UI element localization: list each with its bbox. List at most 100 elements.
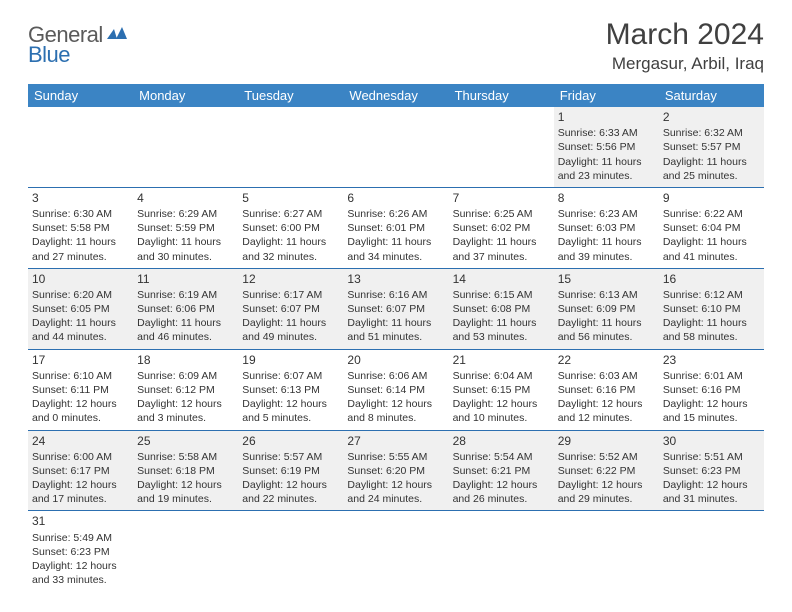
daylight-text: Daylight: 12 hours and 22 minutes. — [242, 478, 339, 506]
sunrise-text: Sunrise: 5:49 AM — [32, 531, 129, 545]
calendar-day-cell: 30Sunrise: 5:51 AMSunset: 6:23 PMDayligh… — [659, 430, 764, 511]
sunset-text: Sunset: 6:09 PM — [558, 302, 655, 316]
daylight-text: Daylight: 12 hours and 12 minutes. — [558, 397, 655, 425]
weekday-header: Wednesday — [343, 84, 448, 107]
day-number: 20 — [347, 352, 444, 368]
sunrise-text: Sunrise: 6:06 AM — [347, 369, 444, 383]
calendar-day-cell: 3Sunrise: 6:30 AMSunset: 5:58 PMDaylight… — [28, 187, 133, 268]
daylight-text: Daylight: 11 hours and 27 minutes. — [32, 235, 129, 263]
sunset-text: Sunset: 6:18 PM — [137, 464, 234, 478]
day-number: 1 — [558, 109, 655, 125]
day-number: 26 — [242, 433, 339, 449]
weekday-header: Sunday — [28, 84, 133, 107]
calendar-day-cell — [28, 107, 133, 187]
calendar-week-row: 3Sunrise: 6:30 AMSunset: 5:58 PMDaylight… — [28, 187, 764, 268]
calendar-day-cell: 22Sunrise: 6:03 AMSunset: 6:16 PMDayligh… — [554, 349, 659, 430]
sunset-text: Sunset: 6:08 PM — [453, 302, 550, 316]
calendar-day-cell — [133, 107, 238, 187]
daylight-text: Daylight: 12 hours and 3 minutes. — [137, 397, 234, 425]
day-number: 10 — [32, 271, 129, 287]
calendar-week-row: 1Sunrise: 6:33 AMSunset: 5:56 PMDaylight… — [28, 107, 764, 187]
calendar-day-cell: 19Sunrise: 6:07 AMSunset: 6:13 PMDayligh… — [238, 349, 343, 430]
header: General March 2024 Mergasur, Arbil, Iraq — [28, 18, 764, 74]
day-number: 17 — [32, 352, 129, 368]
calendar-week-row: 31Sunrise: 5:49 AMSunset: 6:23 PMDayligh… — [28, 511, 764, 591]
sunset-text: Sunset: 6:10 PM — [663, 302, 760, 316]
calendar-day-cell: 26Sunrise: 5:57 AMSunset: 6:19 PMDayligh… — [238, 430, 343, 511]
calendar-day-cell: 5Sunrise: 6:27 AMSunset: 6:00 PMDaylight… — [238, 187, 343, 268]
day-number: 30 — [663, 433, 760, 449]
daylight-text: Daylight: 11 hours and 56 minutes. — [558, 316, 655, 344]
sunset-text: Sunset: 6:01 PM — [347, 221, 444, 235]
daylight-text: Daylight: 12 hours and 15 minutes. — [663, 397, 760, 425]
sunrise-text: Sunrise: 6:26 AM — [347, 207, 444, 221]
day-number: 27 — [347, 433, 444, 449]
calendar-day-cell — [343, 107, 448, 187]
daylight-text: Daylight: 11 hours and 23 minutes. — [558, 155, 655, 183]
logo-blue-wrap: Blue — [28, 42, 70, 68]
daylight-text: Daylight: 11 hours and 51 minutes. — [347, 316, 444, 344]
calendar-day-cell: 1Sunrise: 6:33 AMSunset: 5:56 PMDaylight… — [554, 107, 659, 187]
day-number: 16 — [663, 271, 760, 287]
calendar-day-cell: 9Sunrise: 6:22 AMSunset: 6:04 PMDaylight… — [659, 187, 764, 268]
calendar-day-cell: 20Sunrise: 6:06 AMSunset: 6:14 PMDayligh… — [343, 349, 448, 430]
weekday-header: Friday — [554, 84, 659, 107]
calendar-day-cell: 21Sunrise: 6:04 AMSunset: 6:15 PMDayligh… — [449, 349, 554, 430]
sunrise-text: Sunrise: 6:30 AM — [32, 207, 129, 221]
sunrise-text: Sunrise: 6:22 AM — [663, 207, 760, 221]
daylight-text: Daylight: 11 hours and 25 minutes. — [663, 155, 760, 183]
sunrise-text: Sunrise: 6:03 AM — [558, 369, 655, 383]
sunrise-text: Sunrise: 6:16 AM — [347, 288, 444, 302]
day-number: 4 — [137, 190, 234, 206]
day-number: 6 — [347, 190, 444, 206]
day-number: 22 — [558, 352, 655, 368]
sunset-text: Sunset: 6:12 PM — [137, 383, 234, 397]
sunset-text: Sunset: 6:03 PM — [558, 221, 655, 235]
sunset-text: Sunset: 5:58 PM — [32, 221, 129, 235]
calendar-day-cell — [449, 107, 554, 187]
weekday-header: Saturday — [659, 84, 764, 107]
day-number: 3 — [32, 190, 129, 206]
sunset-text: Sunset: 6:14 PM — [347, 383, 444, 397]
calendar-day-cell: 14Sunrise: 6:15 AMSunset: 6:08 PMDayligh… — [449, 268, 554, 349]
sunrise-text: Sunrise: 5:52 AM — [558, 450, 655, 464]
day-number: 13 — [347, 271, 444, 287]
calendar-day-cell: 10Sunrise: 6:20 AMSunset: 6:05 PMDayligh… — [28, 268, 133, 349]
day-number: 7 — [453, 190, 550, 206]
calendar-day-cell: 12Sunrise: 6:17 AMSunset: 6:07 PMDayligh… — [238, 268, 343, 349]
daylight-text: Daylight: 11 hours and 32 minutes. — [242, 235, 339, 263]
sunset-text: Sunset: 5:57 PM — [663, 140, 760, 154]
sunset-text: Sunset: 6:13 PM — [242, 383, 339, 397]
daylight-text: Daylight: 12 hours and 29 minutes. — [558, 478, 655, 506]
sunset-text: Sunset: 6:06 PM — [137, 302, 234, 316]
sunrise-text: Sunrise: 6:25 AM — [453, 207, 550, 221]
calendar-day-cell — [133, 511, 238, 591]
weekday-header: Thursday — [449, 84, 554, 107]
sunrise-text: Sunrise: 6:13 AM — [558, 288, 655, 302]
sunrise-text: Sunrise: 6:27 AM — [242, 207, 339, 221]
calendar-day-cell: 28Sunrise: 5:54 AMSunset: 6:21 PMDayligh… — [449, 430, 554, 511]
daylight-text: Daylight: 12 hours and 33 minutes. — [32, 559, 129, 587]
sunset-text: Sunset: 6:23 PM — [32, 545, 129, 559]
daylight-text: Daylight: 12 hours and 5 minutes. — [242, 397, 339, 425]
calendar-day-cell: 13Sunrise: 6:16 AMSunset: 6:07 PMDayligh… — [343, 268, 448, 349]
location: Mergasur, Arbil, Iraq — [606, 54, 764, 74]
sunset-text: Sunset: 6:16 PM — [558, 383, 655, 397]
sunset-text: Sunset: 6:23 PM — [663, 464, 760, 478]
sunrise-text: Sunrise: 5:55 AM — [347, 450, 444, 464]
day-number: 12 — [242, 271, 339, 287]
calendar-day-cell: 4Sunrise: 6:29 AMSunset: 5:59 PMDaylight… — [133, 187, 238, 268]
title-block: March 2024 Mergasur, Arbil, Iraq — [606, 18, 764, 74]
sunrise-text: Sunrise: 6:00 AM — [32, 450, 129, 464]
calendar-day-cell — [659, 511, 764, 591]
sunrise-text: Sunrise: 5:54 AM — [453, 450, 550, 464]
day-number: 25 — [137, 433, 234, 449]
sunrise-text: Sunrise: 6:17 AM — [242, 288, 339, 302]
sunrise-text: Sunrise: 6:20 AM — [32, 288, 129, 302]
calendar-day-cell — [238, 511, 343, 591]
calendar-table: SundayMondayTuesdayWednesdayThursdayFrid… — [28, 84, 764, 591]
sunset-text: Sunset: 6:05 PM — [32, 302, 129, 316]
day-number: 29 — [558, 433, 655, 449]
sunset-text: Sunset: 5:59 PM — [137, 221, 234, 235]
sunrise-text: Sunrise: 6:32 AM — [663, 126, 760, 140]
